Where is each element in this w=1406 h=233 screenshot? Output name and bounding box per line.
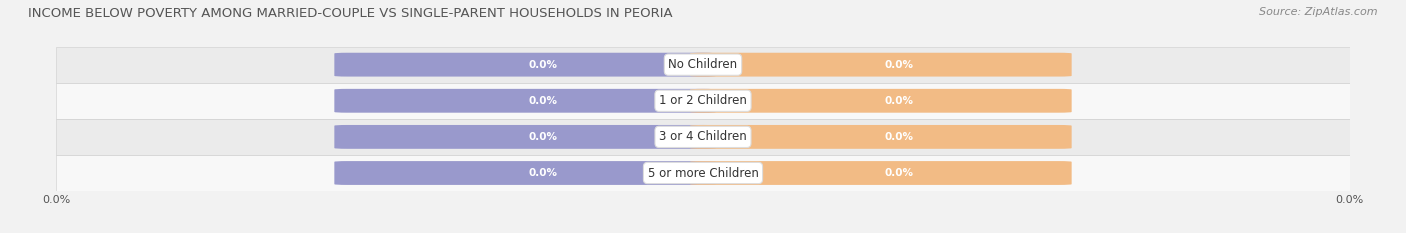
Bar xyxy=(56,119,1350,155)
FancyBboxPatch shape xyxy=(335,125,716,149)
FancyBboxPatch shape xyxy=(335,161,716,185)
Bar xyxy=(56,83,1350,119)
Text: 0.0%: 0.0% xyxy=(529,168,557,178)
Text: 5 or more Children: 5 or more Children xyxy=(648,167,758,179)
FancyBboxPatch shape xyxy=(690,125,1071,149)
FancyBboxPatch shape xyxy=(335,53,716,77)
Text: 3 or 4 Children: 3 or 4 Children xyxy=(659,130,747,143)
Text: INCOME BELOW POVERTY AMONG MARRIED-COUPLE VS SINGLE-PARENT HOUSEHOLDS IN PEORIA: INCOME BELOW POVERTY AMONG MARRIED-COUPL… xyxy=(28,7,672,20)
Text: 0.0%: 0.0% xyxy=(884,96,912,106)
Text: 0.0%: 0.0% xyxy=(529,96,557,106)
FancyBboxPatch shape xyxy=(690,89,1071,113)
FancyBboxPatch shape xyxy=(690,161,1071,185)
Text: No Children: No Children xyxy=(668,58,738,71)
Text: 0.0%: 0.0% xyxy=(529,132,557,142)
Text: Source: ZipAtlas.com: Source: ZipAtlas.com xyxy=(1260,7,1378,17)
FancyBboxPatch shape xyxy=(690,53,1071,77)
FancyBboxPatch shape xyxy=(335,89,716,113)
Text: 1 or 2 Children: 1 or 2 Children xyxy=(659,94,747,107)
Bar xyxy=(56,47,1350,83)
Text: 0.0%: 0.0% xyxy=(529,60,557,70)
Bar xyxy=(56,155,1350,191)
Text: 0.0%: 0.0% xyxy=(884,60,912,70)
Text: 0.0%: 0.0% xyxy=(884,168,912,178)
Text: 0.0%: 0.0% xyxy=(884,132,912,142)
